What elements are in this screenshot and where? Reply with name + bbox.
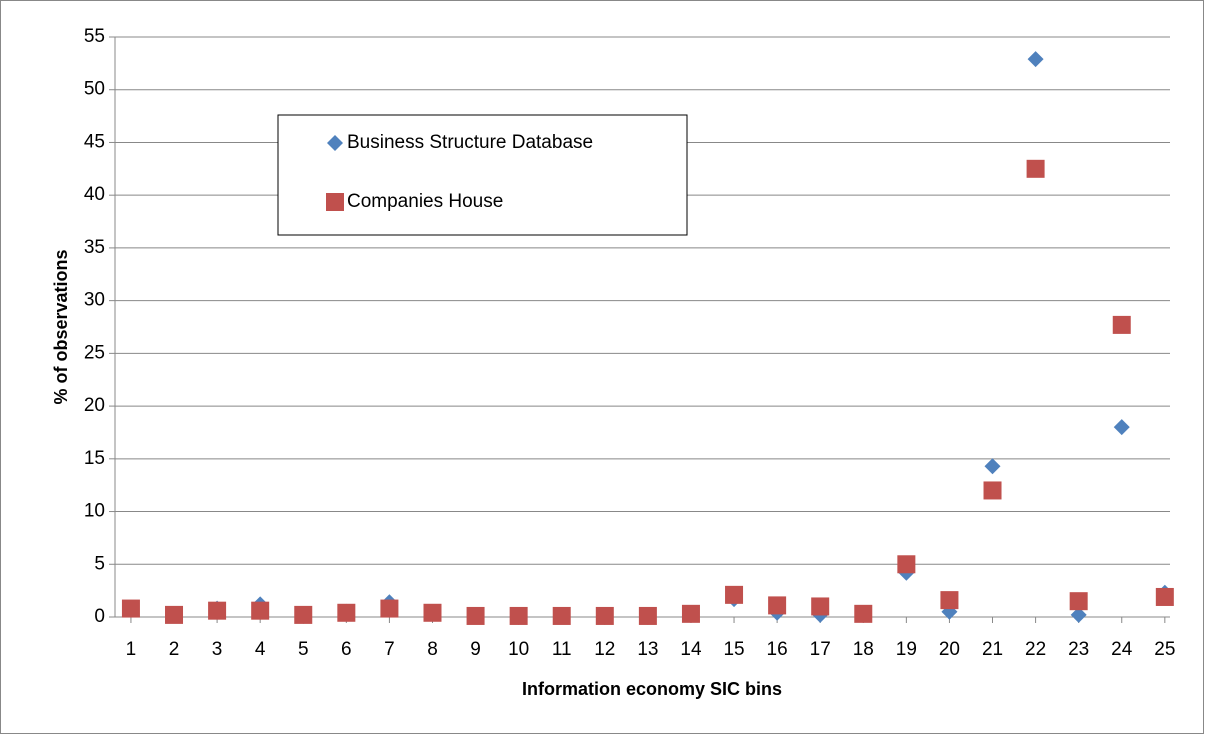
square-marker — [725, 585, 744, 604]
y-tick-label: 45 — [84, 131, 105, 152]
diamond-marker — [984, 458, 1001, 475]
square-marker — [1069, 592, 1088, 611]
square-marker — [380, 599, 399, 618]
x-axis-label: Information economy SIC bins — [522, 679, 782, 699]
x-tick-label: 23 — [1068, 639, 1089, 660]
y-tick-label: 35 — [84, 237, 105, 258]
y-tick-label: 10 — [84, 501, 105, 522]
y-tick-label: 5 — [94, 553, 105, 574]
square-marker — [208, 601, 227, 620]
square-marker — [552, 606, 571, 625]
square-marker — [897, 555, 916, 574]
x-tick-label: 8 — [427, 639, 438, 660]
x-tick-label: 22 — [1025, 639, 1046, 660]
x-tick-label: 2 — [169, 639, 180, 660]
square-marker — [638, 606, 657, 625]
diamond-marker — [1113, 419, 1130, 436]
x-tick-label: 4 — [255, 639, 266, 660]
diamond-marker — [327, 135, 343, 151]
x-tick-label: 20 — [939, 639, 960, 660]
square-marker — [854, 604, 873, 623]
square-marker — [294, 605, 313, 624]
x-tick-label: 1 — [126, 639, 137, 660]
legend-label: Business Structure Database — [347, 132, 593, 153]
x-tick-label: 19 — [896, 639, 917, 660]
legend-label: Companies House — [347, 191, 503, 212]
y-tick-label: 0 — [94, 606, 105, 627]
x-tick-label: 7 — [384, 639, 395, 660]
square-marker — [326, 193, 344, 211]
y-tick-label: 30 — [84, 290, 105, 311]
x-tick-label: 13 — [637, 639, 658, 660]
square-marker — [509, 606, 528, 625]
square-marker — [595, 606, 614, 625]
square-marker — [681, 604, 700, 623]
x-tick-label: 14 — [680, 639, 702, 660]
square-marker — [121, 599, 140, 618]
x-tick-label: 6 — [341, 639, 352, 660]
square-marker — [1026, 159, 1045, 178]
x-tick-label: 16 — [767, 639, 788, 660]
square-marker — [1155, 587, 1174, 606]
legend-box — [277, 114, 688, 236]
x-tick-label: 24 — [1111, 639, 1133, 660]
x-tick-label: 15 — [723, 639, 744, 660]
square-marker — [466, 606, 485, 625]
y-tick-label: 40 — [84, 184, 105, 205]
diamond-marker — [1070, 606, 1087, 623]
square-marker — [811, 597, 830, 616]
square-marker — [940, 591, 959, 610]
x-tick-label: 17 — [810, 639, 831, 660]
square-marker — [251, 601, 270, 620]
x-tick-label: 5 — [298, 639, 309, 660]
square-marker — [1112, 315, 1131, 334]
x-tick-label: 18 — [853, 639, 874, 660]
y-tick-label: 50 — [84, 79, 105, 100]
x-tick-label: 12 — [594, 639, 615, 660]
square-marker — [423, 603, 442, 622]
y-tick-label: 20 — [84, 395, 105, 416]
x-tick-label: 25 — [1154, 639, 1175, 660]
y-tick-label: 15 — [84, 448, 105, 469]
x-tick-label: 21 — [982, 639, 1003, 660]
diamond-marker — [1027, 51, 1044, 68]
x-tick-label: 10 — [508, 639, 529, 660]
square-marker — [768, 596, 787, 615]
y-tick-label: 25 — [84, 342, 105, 363]
x-tick-label: 11 — [552, 639, 572, 660]
square-marker — [983, 481, 1002, 500]
square-marker — [337, 603, 356, 622]
x-tick-label: 3 — [212, 639, 223, 660]
square-marker — [165, 605, 184, 624]
x-tick-label: 9 — [470, 639, 481, 660]
y-tick-label: 55 — [84, 26, 105, 47]
y-axis-label: % of observations — [51, 249, 71, 404]
